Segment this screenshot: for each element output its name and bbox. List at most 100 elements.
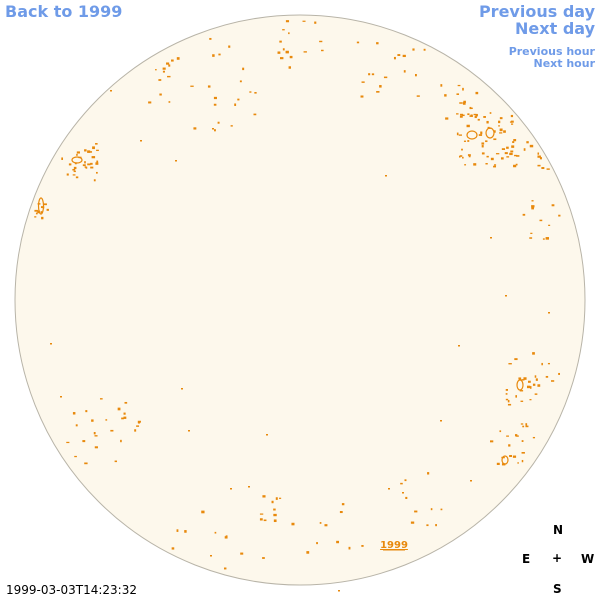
activity-speck [503, 130, 506, 133]
activity-speck [522, 213, 526, 216]
activity-speck [176, 529, 179, 532]
activity-speck [217, 121, 220, 124]
activity-speck [85, 166, 88, 169]
activity-speck [34, 216, 37, 218]
activity-speck [95, 162, 99, 165]
activity-speck [72, 412, 76, 415]
previous-day-link[interactable]: Previous day [478, 2, 595, 21]
activity-speck [539, 219, 543, 222]
activity-speck [123, 412, 126, 415]
activity-speck [542, 238, 545, 240]
activity-speck [68, 163, 72, 166]
activity-speck [316, 542, 318, 545]
activity-speck [158, 79, 162, 81]
activity-speck [456, 93, 460, 95]
activity-speck [234, 103, 237, 106]
activity-speck [306, 551, 310, 554]
activity-speck [404, 479, 407, 482]
activity-speck [275, 497, 278, 500]
activity-speck [522, 425, 525, 428]
activity-speck [175, 160, 177, 162]
activity-speck [288, 66, 291, 69]
activity-speck [110, 429, 114, 432]
activity-speck [73, 170, 76, 173]
activity-speck [514, 434, 518, 437]
activity-speck [467, 154, 471, 156]
activity-speck [96, 149, 99, 152]
activity-speck [254, 92, 257, 94]
activity-speck [167, 75, 171, 78]
activity-speck [514, 154, 518, 157]
activity-speck [480, 131, 483, 135]
activity-speck [445, 117, 449, 120]
activity-speck [90, 162, 93, 165]
observation-timestamp: 1999-03-03T14:23:32 [6, 583, 137, 597]
activity-speck [92, 146, 95, 150]
activity-speck [485, 140, 488, 143]
activity-speck [371, 73, 375, 76]
activity-speck [513, 164, 517, 168]
activity-speck [467, 140, 470, 142]
previous-hour-link[interactable]: Previous hour [508, 45, 595, 58]
activity-speck [137, 422, 141, 424]
activity-speck [481, 152, 485, 155]
activity-speck [462, 87, 464, 91]
activity-speck [529, 144, 534, 148]
activity-contour [37, 197, 45, 215]
activity-speck [40, 211, 43, 214]
activity-speck [505, 388, 508, 391]
activity-speck [213, 96, 217, 100]
activity-speck [324, 524, 328, 527]
activity-speck [212, 128, 214, 130]
activity-speck [223, 567, 227, 570]
activity-speck [162, 70, 165, 73]
activity-speck [166, 62, 170, 65]
activity-speck [214, 531, 217, 534]
activity-speck [262, 495, 266, 498]
activity-speck [529, 386, 532, 389]
activity-speck [504, 152, 508, 155]
activity-speck [277, 51, 281, 54]
activity-speck [393, 56, 396, 60]
activity-speck [263, 519, 267, 522]
activity-speck [458, 134, 462, 136]
activity-speck [209, 37, 212, 40]
activity-speck [520, 423, 524, 425]
activity-speck [486, 155, 489, 158]
activity-speck [388, 488, 390, 490]
activity-speck [99, 398, 103, 400]
activity-speck [282, 29, 285, 31]
activity-speck [84, 149, 87, 152]
activity-speck [72, 168, 76, 171]
activity-speck [368, 73, 371, 76]
activity-speck [477, 118, 480, 121]
activity-speck [140, 140, 142, 142]
year-link[interactable]: 1999 [380, 540, 408, 551]
back-to-year-link[interactable]: Back to 1999 [5, 2, 123, 21]
activity-speck [162, 67, 166, 70]
activity-speck [40, 206, 44, 209]
next-hour-link[interactable]: Next hour [533, 57, 596, 70]
activity-speck [493, 165, 497, 168]
activity-speck [516, 435, 519, 437]
activity-speck [302, 20, 306, 22]
activity-speck [117, 407, 121, 411]
activity-speck [551, 204, 555, 207]
next-day-link[interactable]: Next day [515, 19, 595, 38]
activity-speck [509, 121, 512, 123]
activity-speck [397, 54, 401, 56]
activity-speck [545, 237, 550, 240]
activity-speck [511, 145, 515, 148]
activity-speck [188, 430, 190, 432]
activity-speck [545, 375, 549, 378]
activity-speck [410, 521, 415, 524]
activity-speck [499, 430, 502, 433]
activity-speck [137, 420, 141, 423]
activity-speck [508, 363, 512, 365]
activity-speck [547, 362, 550, 365]
activity-speck [493, 138, 497, 141]
activity-speck [383, 76, 388, 79]
activity-speck [84, 462, 88, 465]
activity-speck [430, 508, 433, 511]
activity-speck [314, 21, 317, 24]
